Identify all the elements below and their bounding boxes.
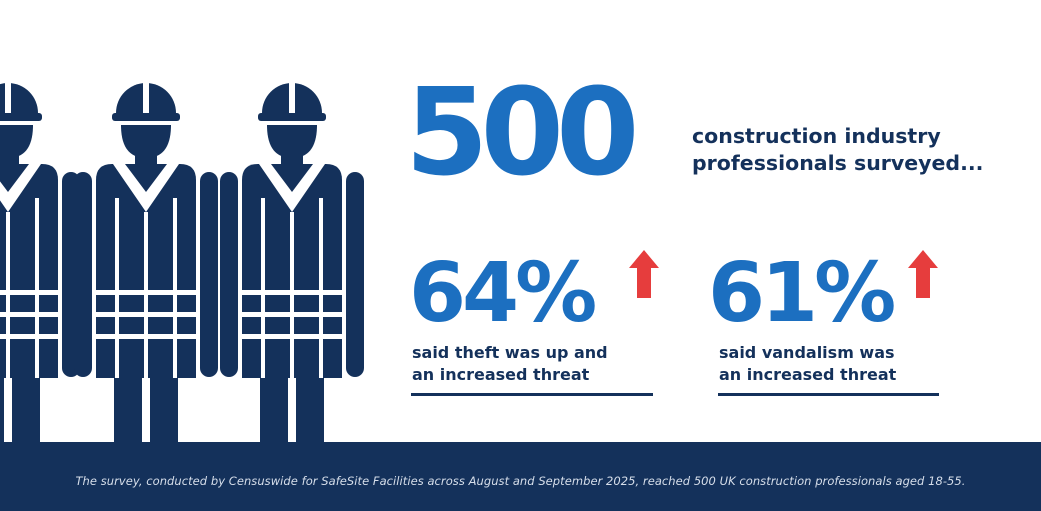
construction-worker-icon <box>220 83 364 445</box>
vandalism-caption-line2: an increased threat <box>719 365 897 384</box>
theft-caption-line1: said theft was up and <box>412 343 608 362</box>
arrow-up-icon <box>908 250 938 298</box>
vandalism-caption-line1: said vandalism was <box>719 343 895 362</box>
theft-stat-value: 64% <box>409 246 597 341</box>
arrow-up-icon <box>629 250 659 298</box>
headline-caption-line2: professionals surveyed... <box>692 151 984 175</box>
theft-divider <box>411 393 653 396</box>
construction-workers-illustration <box>0 83 364 445</box>
survey-footnote: The survey, conducted by Censuswide for … <box>75 474 966 488</box>
theft-caption-line2: an increased threat <box>412 365 590 384</box>
headline-number: 500 <box>405 64 639 203</box>
theft-stat-caption: said theft was up and an increased threa… <box>412 342 608 386</box>
vandalism-divider <box>718 393 939 396</box>
construction-worker-icon <box>74 83 218 445</box>
vandalism-stat-value: 61% <box>708 246 896 341</box>
headline-caption-line1: construction industry <box>692 124 941 148</box>
vandalism-stat-caption: said vandalism was an increased threat <box>719 342 896 386</box>
headline-caption: construction industry professionals surv… <box>692 123 983 177</box>
construction-worker-icon <box>0 83 80 445</box>
footer-band <box>0 442 1041 511</box>
